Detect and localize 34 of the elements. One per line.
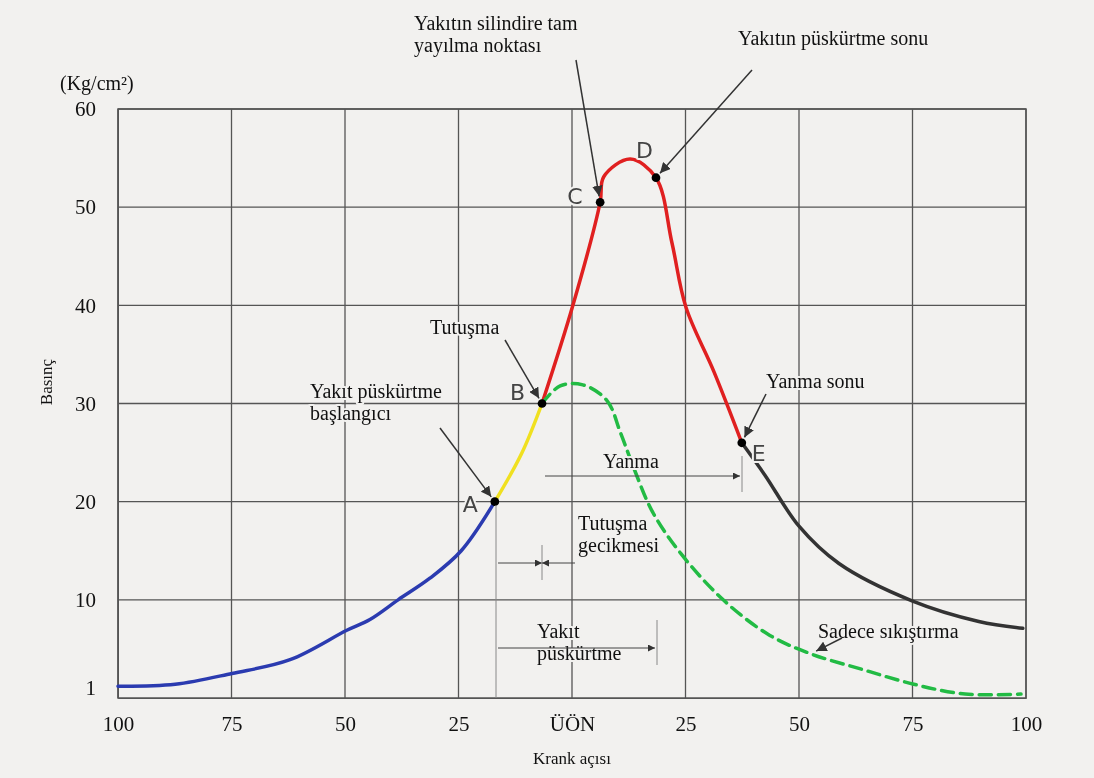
x-tick-label: 100 bbox=[1010, 711, 1043, 736]
data-label: B bbox=[510, 379, 526, 405]
y-tick-label: 40 bbox=[75, 293, 96, 318]
annotation: Yakıtın püskürtme sonu bbox=[738, 27, 929, 50]
y-tick-label: 60 bbox=[75, 97, 96, 122]
x-tick-label: 75 bbox=[221, 711, 243, 736]
y-tick-label: 20 bbox=[75, 489, 96, 514]
point bbox=[490, 497, 500, 507]
text: (Kg/cm²) bbox=[60, 72, 134, 95]
x-tick-label: 25 bbox=[448, 711, 470, 736]
annotation: Yanma sonu bbox=[766, 370, 865, 392]
x-tick-label: 50 bbox=[789, 711, 810, 736]
x-tick-label: 50 bbox=[335, 711, 356, 736]
data-label: D bbox=[635, 137, 653, 163]
annotation: Yakıtın silindire tam yayılma noktası bbox=[414, 12, 578, 57]
y-tick-label: 50 bbox=[75, 195, 96, 220]
x-axis-title: Krank açısı bbox=[533, 749, 612, 768]
y-axis-title: Basınç bbox=[37, 358, 56, 406]
point bbox=[595, 197, 605, 207]
x-tick-label: 100 bbox=[102, 711, 135, 736]
annotation: Tutuşma gecikmesi bbox=[578, 512, 660, 557]
annotation: Yakıt püskürtme bbox=[537, 620, 622, 665]
point bbox=[651, 173, 661, 183]
y-tick-label: 10 bbox=[75, 588, 96, 613]
x-tick-label: 75 bbox=[902, 711, 924, 736]
y-tick-label: 30 bbox=[75, 391, 96, 416]
annotation: Yakıt püskürtme başlangıcı bbox=[310, 380, 442, 425]
annotation: Yanma bbox=[603, 450, 659, 472]
data-label: E bbox=[751, 440, 766, 466]
point bbox=[537, 399, 547, 408]
x-tick-label: 25 bbox=[675, 711, 697, 736]
point bbox=[737, 438, 747, 448]
y-tick-label: 1 bbox=[85, 676, 96, 701]
x-tick-label: ÜÖN bbox=[549, 711, 596, 736]
